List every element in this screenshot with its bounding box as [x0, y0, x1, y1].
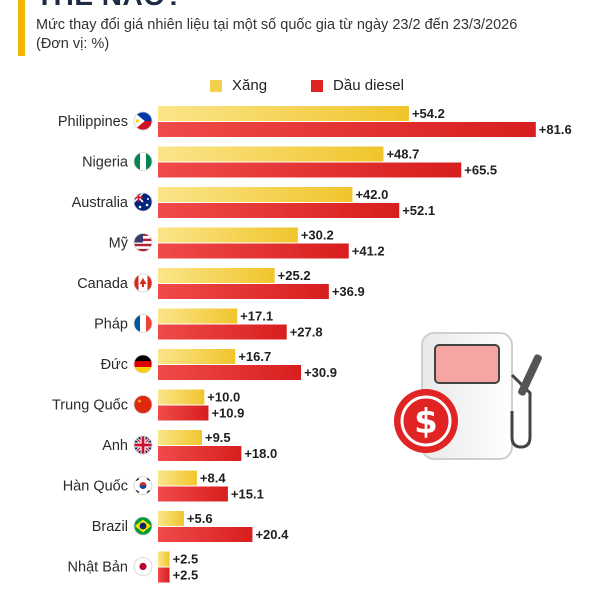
bar-diesel: [158, 324, 287, 340]
accent-bar: [18, 0, 25, 56]
bar-diesel: [158, 203, 400, 218]
legend-swatch-diesel: [311, 79, 324, 92]
data-label-gas: +48.7: [386, 147, 419, 162]
category-label: Trung Quốc: [52, 398, 128, 414]
data-label-diesel: +52.1: [402, 203, 435, 218]
legend-item-diesel: Dầu diesel: [311, 77, 404, 94]
bar-diesel: [158, 405, 209, 421]
bar-gas: [158, 349, 236, 364]
category-label: Nigeria: [82, 155, 129, 171]
data-label-diesel: +15.1: [231, 487, 264, 502]
bar-diesel: [158, 162, 462, 178]
category-label: Nhật Bản: [68, 560, 128, 576]
flag-usa-icon: [133, 233, 153, 252]
flag-china-icon: [133, 395, 153, 414]
flag-japan-icon: [133, 557, 153, 576]
fuel-pump-dollar-icon: $: [394, 332, 542, 460]
flag-south-korea-icon: [133, 476, 153, 495]
flag-brazil-icon: [133, 516, 153, 536]
category-label: Đức: [101, 357, 128, 373]
bar-gas: [158, 106, 409, 121]
bar-diesel: [158, 486, 228, 502]
data-label-diesel: +30.9: [304, 365, 337, 380]
data-label-diesel: +2.5: [173, 568, 199, 583]
bar-gas: [158, 227, 298, 243]
data-label-diesel: +81.6: [539, 122, 572, 137]
flag-philippines-icon: [133, 111, 153, 131]
data-label-diesel: +20.4: [255, 527, 289, 542]
bar-diesel: [158, 284, 329, 299]
bar-diesel: [158, 122, 536, 137]
flag-uk-icon: [133, 435, 153, 455]
data-label-gas: +5.6: [187, 511, 213, 526]
bar-gas: [158, 470, 197, 486]
data-label-diesel: +10.9: [211, 406, 244, 421]
flag-canada-icon: [133, 273, 153, 293]
legend-label-diesel: Dầu diesel: [333, 77, 404, 94]
category-label: Pháp: [94, 317, 128, 333]
legend-swatch-gas: [210, 79, 222, 92]
bar-diesel: [158, 567, 170, 583]
data-label-diesel: +41.2: [352, 244, 385, 259]
bar-gas: [158, 551, 170, 567]
category-label: Australia: [72, 195, 129, 211]
data-label-gas: +17.1: [240, 309, 273, 324]
bar-gas: [158, 511, 184, 526]
data-label-gas: +25.2: [278, 268, 311, 283]
category-label: Canada: [77, 276, 129, 292]
unit-label: (Đơn vị: %): [36, 36, 110, 52]
bar-gas: [158, 430, 202, 445]
bar-diesel: [158, 446, 242, 461]
data-label-diesel: +27.8: [290, 325, 323, 340]
bar-diesel: [158, 365, 302, 380]
svg-text:$: $: [414, 402, 438, 442]
flag-germany-icon: [133, 354, 153, 374]
category-label: Mỹ: [109, 236, 129, 252]
data-label-gas: +2.5: [173, 552, 199, 567]
flag-nigeria-icon: [133, 152, 153, 171]
category-label: Anh: [102, 438, 128, 454]
bar-gas: [158, 187, 353, 202]
data-label-gas: +54.2: [412, 106, 445, 121]
data-label-diesel: +65.5: [464, 163, 497, 178]
flag-france-icon: [133, 314, 153, 333]
data-label-gas: +9.5: [205, 430, 231, 445]
chart-subtitle: Mức thay đổi giá nhiên liệu tại một số q…: [36, 17, 518, 33]
data-label-gas: +30.2: [301, 228, 334, 243]
legend-label-gas: Xăng: [232, 77, 268, 94]
category-label: Hàn Quốc: [63, 479, 128, 495]
category-label: Brazil: [92, 519, 128, 535]
bar-diesel: [158, 243, 349, 259]
bar-diesel: [158, 527, 253, 542]
legend-item-gas: Xăng: [210, 77, 267, 94]
legend: Xăng Dầu diesel: [210, 77, 404, 94]
data-label-gas: +42.0: [355, 187, 388, 202]
data-label-diesel: +18.0: [244, 446, 277, 461]
bar-gas: [158, 308, 238, 324]
data-label-gas: +16.7: [238, 349, 271, 364]
category-label: Philippines: [58, 114, 128, 130]
bar-gas: [158, 389, 205, 405]
page-title: THẾ NÀO?: [36, 0, 183, 12]
data-label-diesel: +36.9: [332, 284, 365, 299]
flag-australia-icon: [133, 192, 153, 212]
bar-gas: [158, 146, 384, 162]
data-label-gas: +10.0: [207, 390, 240, 405]
bar-gas: [158, 268, 275, 283]
data-label-gas: +8.4: [200, 471, 226, 486]
